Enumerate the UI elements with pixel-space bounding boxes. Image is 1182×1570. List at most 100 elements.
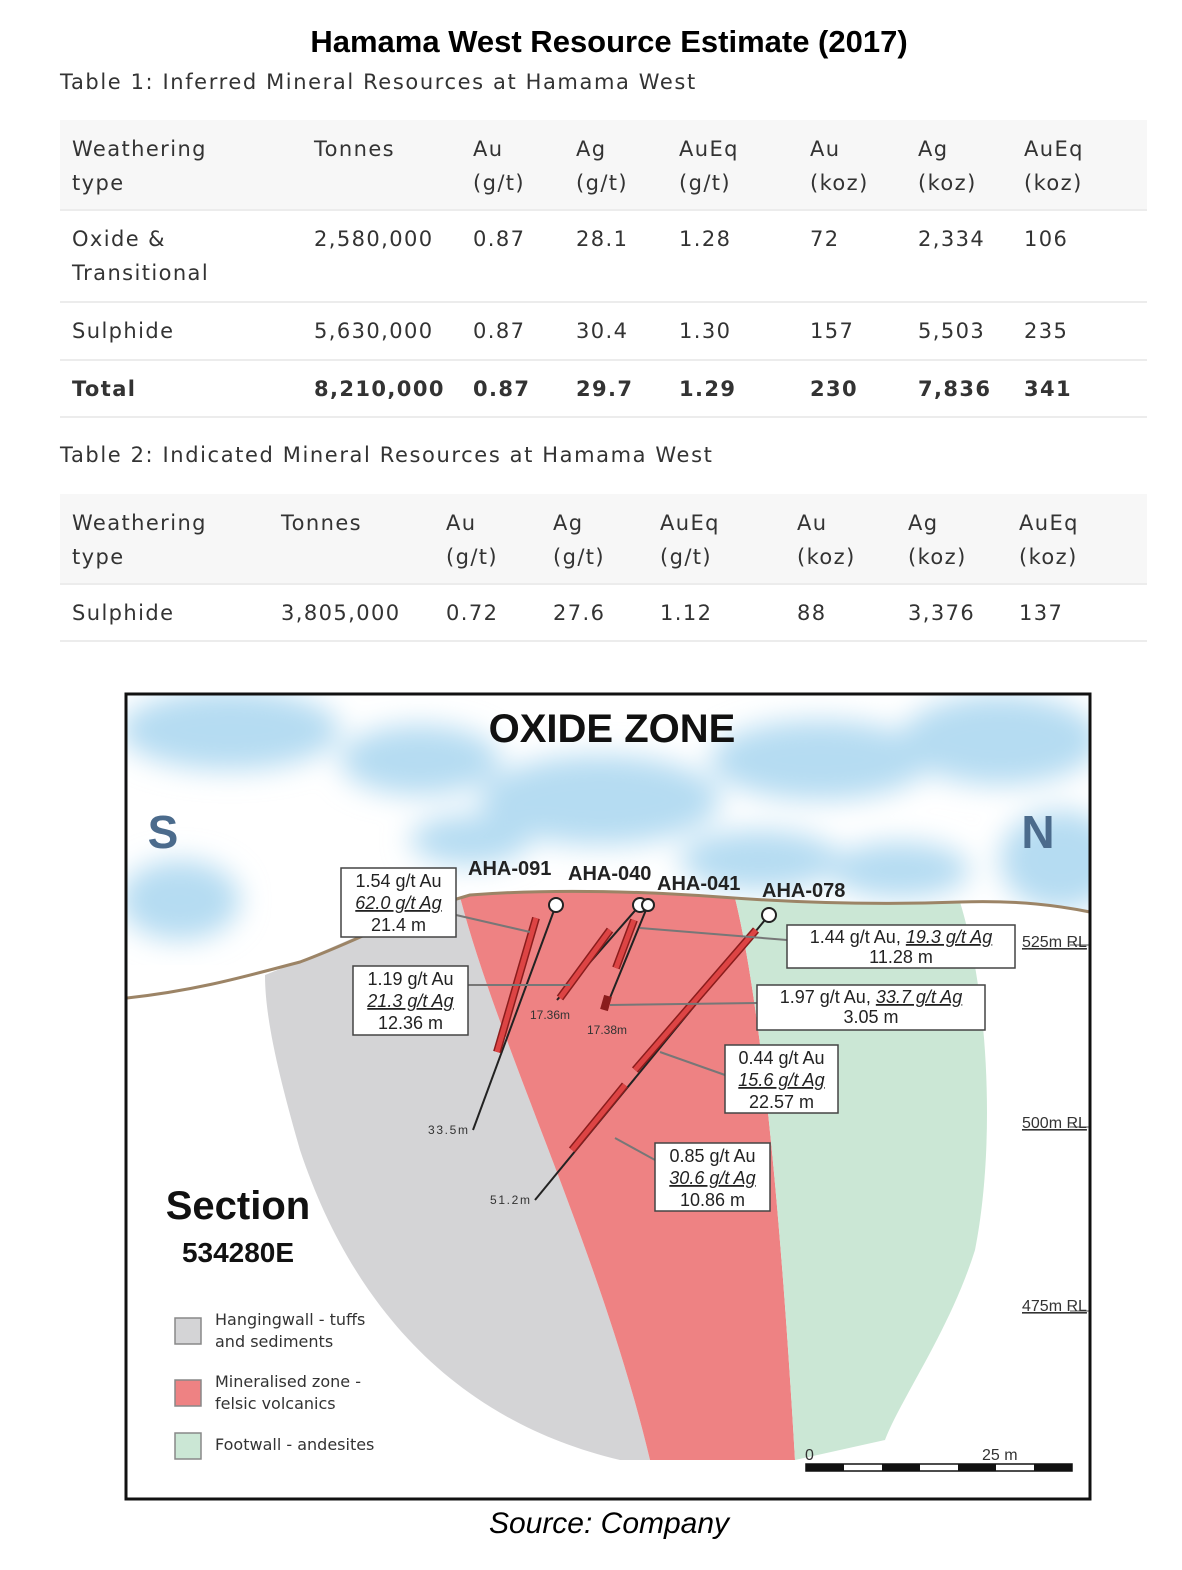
table-cell: 0.87 <box>473 319 526 343</box>
header-cell: AuEq (koz) <box>1019 511 1079 569</box>
header-cell: Ag (koz) <box>908 511 967 569</box>
gold-grade: 1.97 g/t Au, <box>780 987 871 1007</box>
header-cell: Au (g/t) <box>446 511 499 569</box>
intercept-length: 11.28 m <box>869 947 933 967</box>
gold-grade: 1.44 g/t Au, <box>810 927 901 947</box>
header-cell: Tonnes <box>314 137 395 161</box>
intercept-box <box>340 867 457 938</box>
figure-frame <box>124 692 1092 1501</box>
table-cell: 106 <box>1024 227 1069 251</box>
rl-label: 500m RL <box>1022 1115 1087 1132</box>
intercept-box <box>786 924 1016 969</box>
silver-grade: 62.0 g/t Ag <box>355 893 441 913</box>
table-cell: Total <box>72 377 137 401</box>
leader-line <box>455 914 531 933</box>
table-cell: 8,210,000 <box>314 377 445 401</box>
row-divider <box>60 301 1147 303</box>
header-cell: Ag (koz) <box>918 137 977 195</box>
table-cell: 30.4 <box>576 319 629 343</box>
direction-label: S <box>148 806 179 858</box>
page-title: Hamama West Resource Estimate (2017) <box>310 24 908 59</box>
silver-grade: 21.3 g/t Ag <box>366 991 453 1011</box>
table-cell: 2,580,000 <box>314 227 434 251</box>
legend-label: Footwall - andesites <box>215 1435 375 1454</box>
legend-swatches <box>174 1317 202 1460</box>
table-cell: 28.1 <box>576 227 629 251</box>
table-cell: 7,836 <box>918 377 992 401</box>
header-cell: Au (koz) <box>810 137 869 195</box>
table-cell: 88 <box>797 601 827 625</box>
rl-label: 525m RL <box>1022 934 1087 951</box>
gold-grade: 0.44 g/t Au <box>738 1048 824 1068</box>
scale-label: 25 m <box>982 1447 1018 1464</box>
intercept-box <box>654 1142 771 1212</box>
silver-grade: 30.6 g/t Ag <box>669 1168 755 1188</box>
header-cell: Weathering type <box>72 137 207 195</box>
header-cell: AuEq (koz) <box>1024 137 1084 195</box>
table-cell: 5,503 <box>918 319 986 343</box>
table-cell: 2,334 <box>918 227 986 251</box>
intercept-box <box>352 965 469 1036</box>
direction-label: N <box>1021 806 1054 858</box>
table-cell: 1.28 <box>679 227 732 251</box>
section-easting: 534280E <box>182 1237 294 1268</box>
header-cell: Weathering type <box>72 511 207 569</box>
leader-line <box>609 1002 758 1006</box>
drillhole-label: AHA-091 <box>468 858 551 880</box>
row-divider <box>60 209 1147 211</box>
rl-ticks <box>1070 944 1089 1312</box>
table-cell: 1.29 <box>679 377 737 401</box>
drillhole-label: AHA-040 <box>568 863 651 885</box>
intercept-grade: 1.44 g/t Au, 19.3 g/t Ag <box>810 927 992 947</box>
table-cell: 0.72 <box>446 601 499 625</box>
table-cell: 137 <box>1019 601 1064 625</box>
table-cell: 3,805,000 <box>281 601 401 625</box>
footwall <box>735 898 987 1460</box>
row-divider <box>60 583 1147 585</box>
table-cell: Oxide & Transitional <box>72 227 210 285</box>
header-cell: AuEq (g/t) <box>660 511 720 569</box>
ground-surface <box>127 889 1089 1000</box>
table-cell: 3,376 <box>908 601 976 625</box>
row-divider <box>60 359 1147 361</box>
zone-title: OXIDE ZONE <box>489 707 736 751</box>
scale-label: 0 <box>805 1447 814 1464</box>
table-cell: Sulphide <box>72 601 175 625</box>
header-cell: Ag (g/t) <box>553 511 606 569</box>
table-caption: Table 1: Inferred Mineral Resources at H… <box>60 70 697 94</box>
collars <box>548 897 777 923</box>
mineralised-zone <box>460 891 795 1460</box>
intercept-length: 12.36 m <box>378 1013 443 1033</box>
gold-grade: 0.85 g/t Au <box>669 1146 755 1166</box>
table-header-bg <box>60 494 1147 584</box>
table-cell: 230 <box>810 377 859 401</box>
legend-label: Mineralised zone - felsic volcanics <box>215 1372 361 1413</box>
table-cell: 1.12 <box>660 601 713 625</box>
silver-grade: 19.3 g/t Ag <box>906 927 992 947</box>
leader-line <box>639 927 788 941</box>
section-title: Section <box>166 1184 310 1228</box>
header-cell: Tonnes <box>281 511 362 535</box>
silver-grade: 15.6 g/t Ag <box>738 1070 824 1090</box>
drillhole-label: AHA-041 <box>657 873 740 895</box>
drillhole-label: AHA-078 <box>762 880 845 902</box>
intercept-grade: 1.97 g/t Au, 33.7 g/t Ag <box>780 987 962 1007</box>
gold-grade: 1.54 g/t Au <box>355 871 441 891</box>
table-cell: 341 <box>1024 377 1073 401</box>
table-cell: Sulphide <box>72 319 175 343</box>
table-cell: 5,630,000 <box>314 319 434 343</box>
depth-label: 17.38m <box>587 1023 627 1037</box>
legend-label: Hangingwall - tuffs and sediments <box>215 1310 366 1351</box>
table-cell: 157 <box>810 319 855 343</box>
intercept-length: 10.86 m <box>680 1190 745 1210</box>
gold-grade: 1.19 g/t Au <box>367 969 453 989</box>
table-cell: 1.30 <box>679 319 732 343</box>
table-cell: 72 <box>810 227 840 251</box>
table-cell: 29.7 <box>576 377 634 401</box>
leader-line <box>659 1051 726 1076</box>
depth-label: 51.2m <box>490 1193 530 1207</box>
depth-label: 33.5m <box>428 1123 468 1137</box>
table-cell: 0.87 <box>473 227 526 251</box>
